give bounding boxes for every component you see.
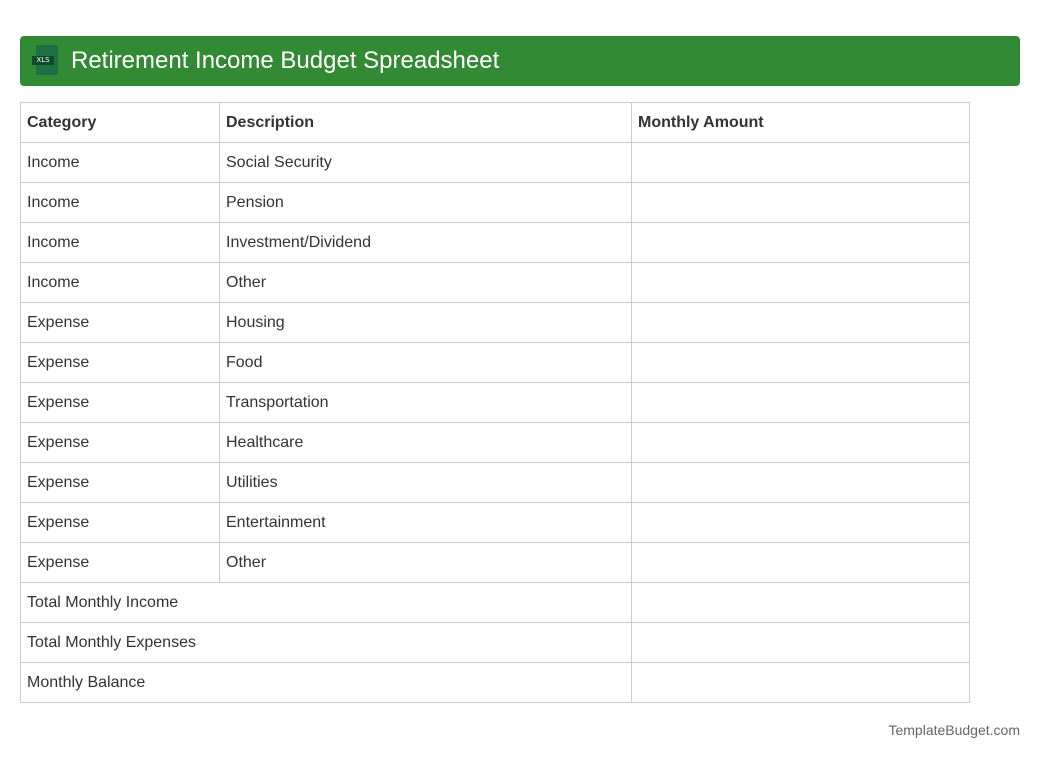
- description-cell: Utilities: [219, 462, 632, 503]
- total-row: Monthly Balance: [20, 662, 970, 703]
- amount-cell[interactable]: [631, 142, 970, 183]
- table-header-row: Category Description Monthly Amount: [20, 102, 970, 143]
- amount-cell[interactable]: [631, 542, 970, 583]
- title-bar: XLS Retirement Income Budget Spreadsheet: [20, 36, 1020, 86]
- amount-cell[interactable]: [631, 382, 970, 423]
- category-cell: Income: [20, 182, 220, 223]
- description-cell: Social Security: [219, 142, 632, 183]
- footer-brand: TemplateBudget.com: [888, 722, 1020, 738]
- table-row: Expense Utilities: [20, 462, 970, 503]
- xls-file-icon: XLS: [32, 45, 60, 77]
- total-label: Total Monthly Income: [20, 582, 632, 623]
- total-amount-cell[interactable]: [631, 582, 970, 623]
- description-cell: Food: [219, 342, 632, 383]
- description-cell: Other: [219, 262, 632, 303]
- amount-cell[interactable]: [631, 422, 970, 463]
- page-title: Retirement Income Budget Spreadsheet: [71, 47, 500, 74]
- category-cell: Expense: [20, 342, 220, 383]
- description-cell: Housing: [219, 302, 632, 343]
- table-row: Expense Housing: [20, 302, 970, 343]
- column-header-monthly-amount: Monthly Amount: [631, 102, 970, 143]
- amount-cell[interactable]: [631, 182, 970, 223]
- table-row: Expense Entertainment: [20, 502, 970, 543]
- amount-cell[interactable]: [631, 302, 970, 343]
- column-header-category: Category: [20, 102, 220, 143]
- total-row: Total Monthly Expenses: [20, 622, 970, 663]
- category-cell: Income: [20, 222, 220, 263]
- amount-cell[interactable]: [631, 502, 970, 543]
- description-cell: Investment/Dividend: [219, 222, 632, 263]
- category-cell: Expense: [20, 502, 220, 543]
- table-row: Expense Other: [20, 542, 970, 583]
- table-row: Income Investment/Dividend: [20, 222, 970, 263]
- description-cell: Entertainment: [219, 502, 632, 543]
- table-row: Income Social Security: [20, 142, 970, 183]
- amount-cell[interactable]: [631, 462, 970, 503]
- category-cell: Expense: [20, 422, 220, 463]
- total-row: Total Monthly Income: [20, 582, 970, 623]
- budget-table: Category Description Monthly Amount Inco…: [20, 102, 970, 703]
- description-cell: Pension: [219, 182, 632, 223]
- category-cell: Income: [20, 142, 220, 183]
- category-cell: Expense: [20, 542, 220, 583]
- total-label: Monthly Balance: [20, 662, 632, 703]
- category-cell: Expense: [20, 382, 220, 423]
- category-cell: Expense: [20, 302, 220, 343]
- total-amount-cell[interactable]: [631, 662, 970, 703]
- description-cell: Healthcare: [219, 422, 632, 463]
- category-cell: Expense: [20, 462, 220, 503]
- description-cell: Other: [219, 542, 632, 583]
- table-row: Income Pension: [20, 182, 970, 223]
- total-label: Total Monthly Expenses: [20, 622, 632, 663]
- table-row: Expense Healthcare: [20, 422, 970, 463]
- table-row: Expense Food: [20, 342, 970, 383]
- total-amount-cell[interactable]: [631, 622, 970, 663]
- amount-cell[interactable]: [631, 262, 970, 303]
- amount-cell[interactable]: [631, 222, 970, 263]
- description-cell: Transportation: [219, 382, 632, 423]
- category-cell: Income: [20, 262, 220, 303]
- table-row: Expense Transportation: [20, 382, 970, 423]
- amount-cell[interactable]: [631, 342, 970, 383]
- table-row: Income Other: [20, 262, 970, 303]
- column-header-description: Description: [219, 102, 632, 143]
